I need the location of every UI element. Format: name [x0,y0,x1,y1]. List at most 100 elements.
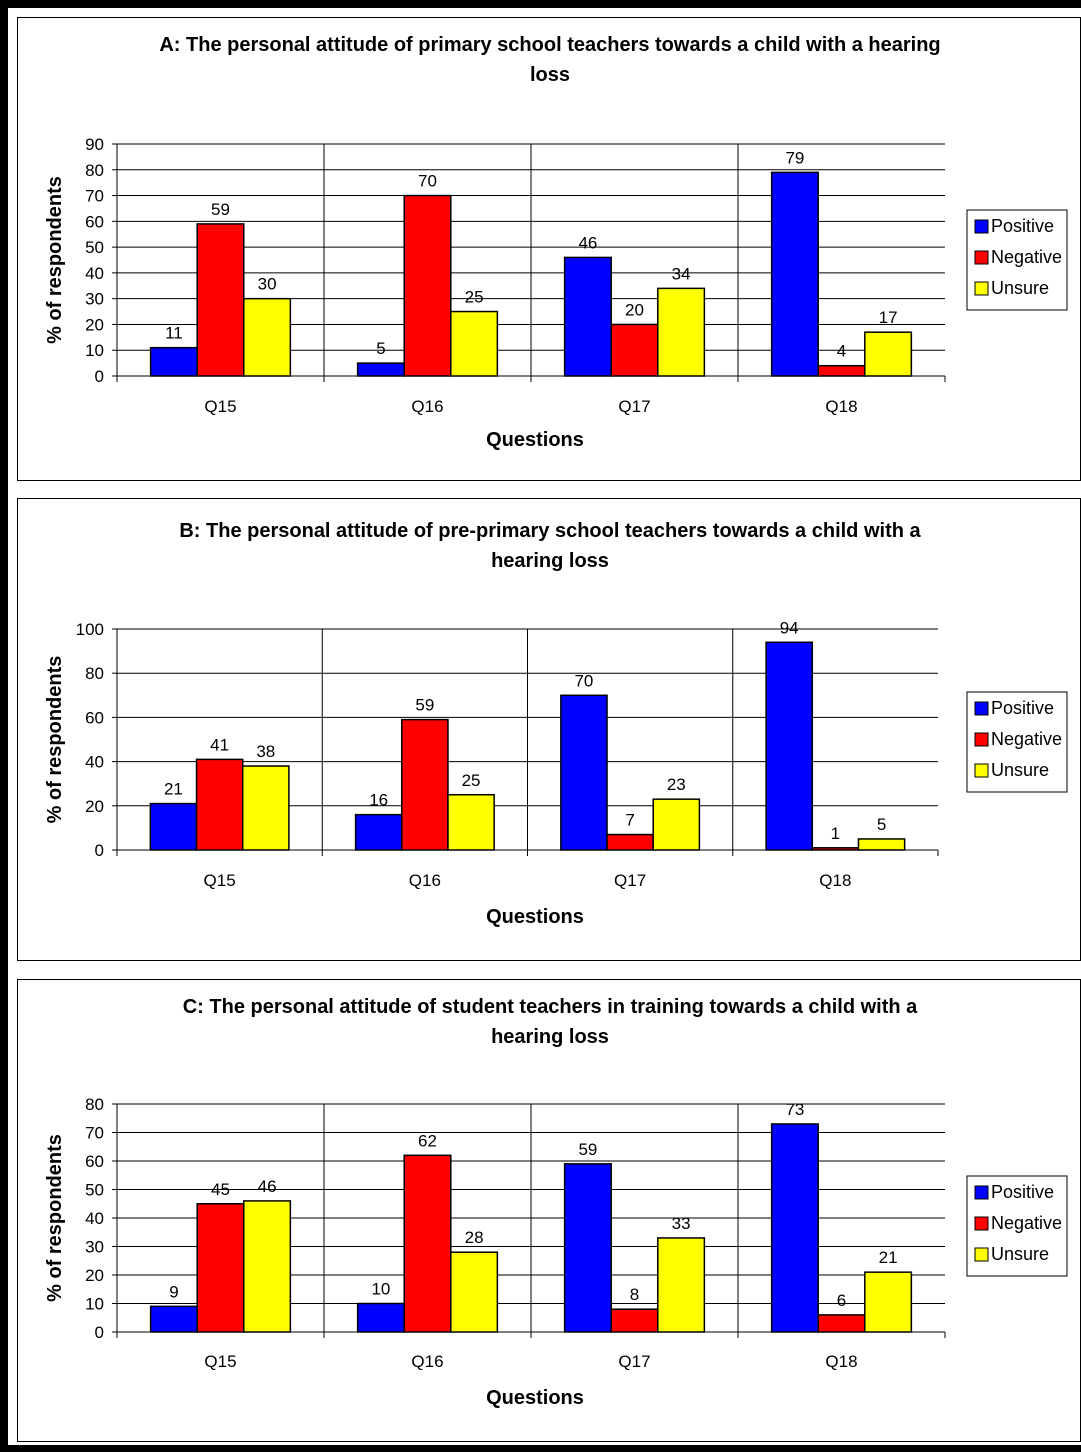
chart-a-data-label-positive-q15: 11 [165,324,183,343]
chart-b-data-label-unsure-q18: 5 [877,815,886,834]
chart-b-ytick-label-20: 20 [85,797,104,816]
chart-c-y-axis-title: % of respondents [44,1134,66,1302]
chart-b-data-label-unsure-q16: 25 [462,771,481,790]
chart-b-bar-unsure-q15 [241,765,290,851]
chart-a-ytick-label-90: 90 [85,135,104,154]
chart-c-bar-negative-q15 [196,1203,245,1333]
chart-a-title-line-1: A: The personal attitude of primary scho… [159,34,940,56]
chart-c-data-label-positive-q16: 10 [371,1280,390,1299]
chart-a-category-label-q15: Q15 [204,397,236,416]
chart-a-ytick-label-20: 20 [85,315,104,334]
chart-b-legend-label-unsure: Unsure [991,760,1049,780]
chart-c-svg: C: The personal attitude of student teac… [44,996,1068,1409]
chart-b-ytick-label-80: 80 [85,664,104,683]
chart-a-ytick-label-70: 70 [85,187,104,206]
chart-c-bar-positive-q15 [149,1305,198,1333]
chart-a-category-label-q17: Q17 [618,397,650,416]
chart-panel-a: A: The personal attitude of primary scho… [17,17,1081,481]
chart-a-bar-positive-q15 [149,346,198,377]
chart-panel-b: B: The personal attitude of pre-primary … [17,498,1081,961]
chart-c-title-line-2: hearing loss [491,1026,609,1048]
chart-c-category-label-q16: Q16 [411,1352,443,1371]
chart-c-data-label-unsure-q17: 33 [672,1214,691,1233]
chart-b-bar-negative-q15 [195,758,244,851]
chart-c-data-label-unsure-q16: 28 [465,1228,484,1247]
chart-b-data-label-unsure-q15: 38 [256,742,275,761]
chart-b-x-axis-title: Questions [486,906,584,928]
chart-a-category-label-q16: Q16 [411,397,443,416]
chart-c-legend-label-negative: Negative [991,1213,1062,1233]
chart-b-data-label-positive-q15: 21 [164,780,183,799]
chart-a-y-axis-title: % of respondents [44,176,66,344]
chart-c-bar-negative-q18 [817,1314,866,1333]
chart-a-bar-negative-q18 [817,364,866,377]
chart-a-data-label-unsure-q18: 17 [879,308,898,327]
chart-b-legend: Positive Negative Unsure [966,691,1068,793]
chart-b-title-line-2: hearing loss [491,550,609,572]
chart-c-ytick-label-80: 80 [85,1095,104,1114]
chart-b-data-label-negative-q16: 59 [415,696,434,715]
chart-c-bar-negative-q17 [610,1308,659,1333]
chart-a-bar-unsure-q18 [864,331,913,377]
chart-b-category-label-q16: Q16 [409,871,441,890]
chart-a-ytick-label-50: 50 [85,238,104,257]
chart-c-category-label-q15: Q15 [204,1352,236,1371]
chart-b-bar-positive-q15 [149,802,198,851]
chart-c-bar-unsure-q15 [243,1200,292,1333]
chart-b-legend-swatch-unsure [974,763,989,778]
chart-b-ytick-label-40: 40 [85,753,104,772]
chart-c-bar-unsure-q16 [450,1251,499,1333]
chart-b-bar-unsure-q17 [652,798,701,851]
chart-a-bar-unsure-q16 [450,310,499,377]
chart-a-data-label-unsure-q15: 30 [258,275,277,294]
chart-c-x-axis-title: Questions [486,1387,584,1409]
chart-b-data-label-unsure-q17: 23 [667,775,686,794]
chart-b-data-label-positive-q16: 16 [369,791,388,810]
chart-c-bar-unsure-q18 [864,1271,913,1333]
chart-b-svg: B: The personal attitude of pre-primary … [44,520,1068,928]
chart-a-bar-unsure-q15 [243,297,292,377]
chart-a-data-label-negative-q15: 59 [211,200,230,219]
chart-a-legend-label-negative: Negative [991,247,1062,267]
chart-b-bar-negative-q17 [606,833,654,851]
chart-b-legend-swatch-positive [974,701,989,716]
chart-c-title-line-1: C: The personal attitude of student teac… [183,996,918,1018]
chart-c-ytick-label-60: 60 [85,1152,104,1171]
chart-b-category-label-q15: Q15 [204,871,236,890]
chart-b-y-axis-title: % of respondents [44,656,66,824]
chart-b-bar-unsure-q16 [447,794,495,851]
chart-c-ytick-label-70: 70 [85,1124,104,1143]
chart-c-bar-negative-q16 [403,1154,452,1333]
chart-b-data-label-negative-q17: 7 [625,811,634,830]
chart-c-data-label-positive-q17: 59 [578,1140,597,1159]
chart-a-data-label-positive-q16: 5 [376,339,385,358]
chart-c-data-label-negative-q17: 8 [630,1285,639,1304]
chart-a-ytick-label-30: 30 [85,290,104,309]
chart-c-data-label-negative-q18: 6 [837,1291,846,1310]
chart-b-ytick-label-100: 100 [76,620,104,639]
chart-c-category-label-q17: Q17 [618,1352,650,1371]
chart-a-legend-swatch-unsure [974,281,989,296]
chart-c-legend-swatch-positive [974,1185,989,1200]
chart-a-data-label-negative-q16: 70 [418,172,437,191]
chart-panel-c: C: The personal attitude of student teac… [17,979,1081,1442]
chart-b-data-label-negative-q18: 1 [831,824,840,843]
chart-a-data-label-positive-q17: 46 [578,233,597,252]
chart-b-legend-swatch-negative [974,732,989,747]
chart-c-ytick-label-0: 0 [95,1323,104,1342]
chart-b-ytick-label-0: 0 [95,841,104,860]
chart-c-legend-swatch-negative [974,1216,989,1231]
chart-a-ytick-label-0: 0 [95,367,104,386]
chart-a-bar-negative-q16 [403,194,452,377]
chart-a-title-line-2: loss [530,64,570,86]
chart-b-data-label-positive-q17: 70 [574,671,593,690]
chart-a-data-label-positive-q18: 79 [785,148,804,167]
chart-a-ytick-label-60: 60 [85,212,104,231]
chart-c-data-label-negative-q15: 45 [211,1180,230,1199]
chart-c-legend-label-positive: Positive [991,1182,1054,1202]
chart-a-legend: Positive Negative Unsure [966,209,1068,311]
chart-b-title-line-1: B: The personal attitude of pre-primary … [179,520,921,542]
chart-c-ytick-label-10: 10 [85,1295,104,1314]
chart-c-legend-label-unsure: Unsure [991,1244,1049,1264]
